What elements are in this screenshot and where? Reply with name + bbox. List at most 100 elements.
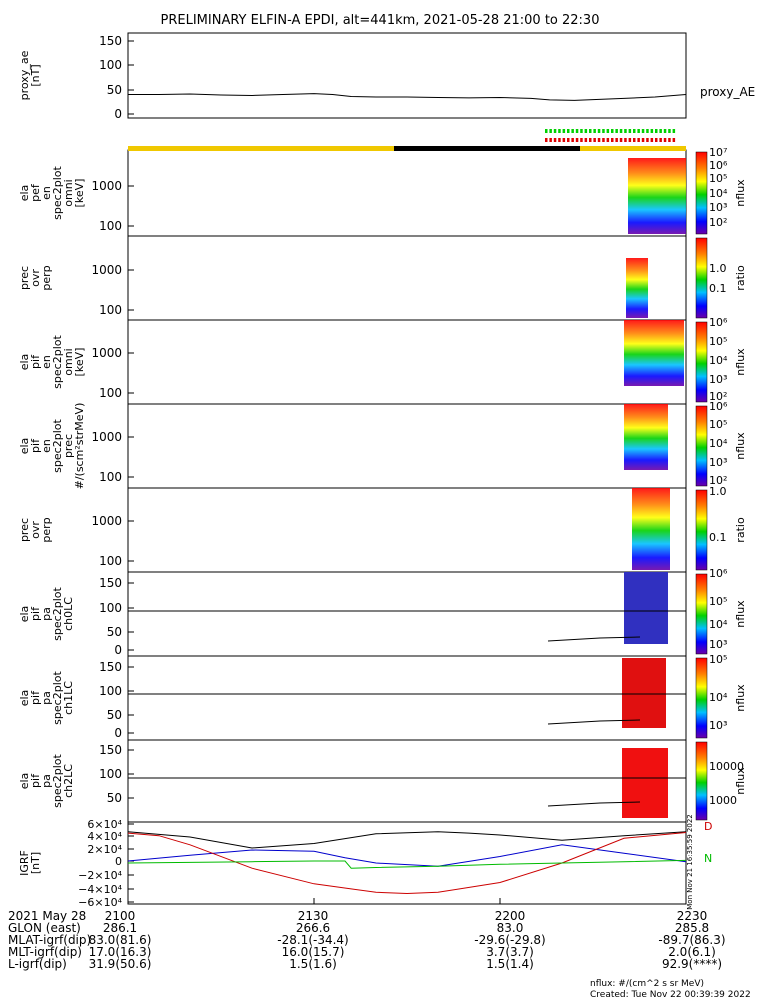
colorbar-label: ratio [734,265,747,291]
footer-cell: -29.6(-29.8) [474,933,545,947]
y-axis-label: en [40,186,53,200]
y-axis-label: ch0LC [62,597,75,631]
y-axis-label: pif [29,773,42,788]
y-axis-label: proxy_ae [18,50,31,100]
y-axis-label: spec2plot [51,166,64,220]
y-tick-label: 0 [114,726,122,740]
legend-D: D [704,820,712,833]
y-tick-label: 100 [99,684,122,698]
colorbar-tick-label: 10³ [709,719,727,732]
y-tick-label: 100 [99,58,122,72]
y-axis-label: pif [29,606,42,621]
mode-bar-red [593,138,596,142]
colorbar-tick-label: 10⁶ [709,159,728,172]
y-tick-label: −4×10⁴ [78,883,122,896]
spectrogram-region [624,404,668,470]
colorbar [695,151,708,235]
y-tick-label: 100 [99,554,122,568]
panel-frame [127,32,687,119]
legend-proxy-ae: proxy_AE [700,85,755,99]
y-axis-label: ela [18,606,31,623]
mode-bar-green [558,129,561,133]
mode-bar-green [646,129,649,133]
y-axis-label: en [40,355,53,369]
mode-bar-red [637,138,640,142]
side-timestamp: Mon Nov 21 16:35:59 2022 [686,814,694,909]
footer-cell: 92.9(****) [662,957,722,971]
mode-bar-red [659,138,662,142]
y-tick-label: 1000 [91,430,122,444]
panel-frame [127,739,687,823]
mode-bar-red [668,138,671,142]
mode-bar-green [633,129,636,133]
colorbar-tick-label: 10² [709,474,727,487]
footer-cell: 1.5(1.4) [486,957,534,971]
mode-bar-red [628,138,632,142]
y-axis-label: perp [40,265,53,290]
mode-bar-green [641,129,645,133]
y-axis-label: spec2plot [51,754,64,808]
y-axis-label: pa [40,691,53,705]
mode-bar-red [611,138,614,142]
footer-cell: 2.0(6.1) [668,945,716,959]
footer-cell: 2100 [105,909,136,923]
mode-bar-green [571,129,574,133]
mode-bar-green [619,129,623,133]
panel-frame [127,403,687,489]
colorbar-tick-label: 0.1 [709,531,727,544]
y-axis-label: spec2plot [51,671,64,725]
y-axis-label: [keV] [73,179,86,208]
spectrogram-region [628,158,686,234]
y-tick-label: 150 [99,34,122,48]
y-tick-label: 1000 [91,346,122,360]
colorbar-tick-label: 10⁵ [709,172,727,185]
y-axis-label: #/(scm²strMeV) [73,403,86,490]
colorbar-label: nflux [734,179,747,207]
spectrogram-region [622,748,668,818]
colorbar [695,321,708,403]
colorbar-tick-label: 10⁶ [709,316,728,329]
loss-cone-line [547,801,641,807]
y-tick-label: 100 [99,386,122,400]
y-axis-label: pif [29,438,42,453]
y-axis-label: ovr [29,269,42,287]
spectrogram-region [622,658,666,728]
footer-cell: 16.0(15.7) [282,945,345,959]
footer-cell: 3.7(3.7) [486,945,534,959]
mode-bar-red [575,138,579,142]
y-axis-label: ch1LC [62,681,75,715]
series-line [127,859,687,869]
y-axis-label: omni [62,348,75,375]
mode-bar-red [641,138,645,142]
mode-bar-green [637,129,640,133]
status-bar-eclipse [394,146,580,151]
footer-cell: MLAT-igrf(dip) [8,933,91,947]
series-line [127,831,687,849]
plot-title: PRELIMINARY ELFIN-A EPDI, alt=441km, 202… [161,13,600,28]
footer-cell: 83.0 [497,921,524,935]
y-tick-label: 100 [99,470,122,484]
y-tick-label: 6×10⁴ [87,818,122,831]
y-axis-label: spec2plot [51,587,64,641]
mode-bar-green [624,129,627,133]
spectrogram-region [626,258,648,318]
y-axis-label: ch2LC [62,764,75,798]
colorbar-tick-label: 1000 [709,794,737,807]
mode-bar-red [663,138,667,142]
series-line [127,844,687,867]
y-tick-label: 0 [114,643,122,657]
y-axis-label: pif [29,354,42,369]
mode-bar-red [655,138,658,142]
y-axis-label: ela [18,185,31,202]
y-axis-label: ela [18,773,31,790]
y-axis-label: spec2plot [51,335,64,389]
spectrogram-region [624,320,684,386]
y-axis-label: pa [40,774,53,788]
y-tick-label: 0 [114,107,122,121]
spectrogram-region [632,488,670,570]
colorbar [695,657,708,739]
y-axis-label: perp [40,517,53,542]
colorbar [695,573,708,655]
footer-cell: 83.0(81.6) [89,933,152,947]
